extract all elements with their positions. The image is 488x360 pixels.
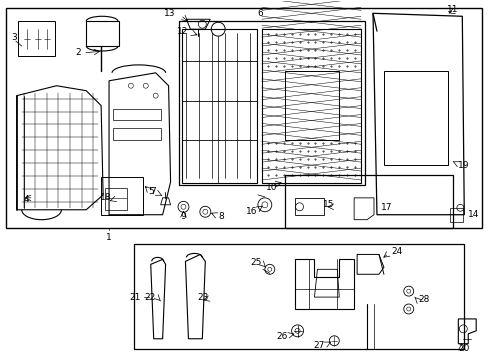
Text: 10: 10 [265, 184, 277, 193]
Text: 27: 27 [312, 341, 324, 350]
Bar [178, 21, 365, 185]
Text: 1: 1 [106, 233, 112, 242]
Bar [284, 71, 339, 140]
Text: 19: 19 [457, 161, 469, 170]
Text: 28: 28 [418, 294, 429, 303]
Text: 15: 15 [322, 200, 334, 209]
Text: 9: 9 [180, 212, 186, 221]
Text: 8: 8 [218, 212, 224, 221]
Text: 4: 4 [24, 195, 29, 204]
Text: 5: 5 [148, 188, 154, 197]
Text: 6: 6 [257, 9, 262, 18]
Text: 7: 7 [150, 188, 155, 197]
Text: 2: 2 [76, 49, 81, 58]
Text: 3: 3 [11, 33, 17, 42]
Text: 12: 12 [177, 27, 188, 36]
Bar [113, 109, 161, 121]
Text: 17: 17 [380, 203, 392, 212]
Text: 23: 23 [197, 293, 208, 302]
Bar [383, 71, 447, 165]
Text: 13: 13 [163, 9, 175, 18]
Bar [101, 177, 142, 215]
Bar [113, 129, 161, 140]
Bar [105, 188, 127, 210]
Text: 20: 20 [457, 344, 469, 353]
Bar [284, 175, 452, 228]
Bar [134, 244, 463, 349]
Text: 22: 22 [144, 293, 155, 302]
Text: 24: 24 [390, 247, 401, 256]
Text: 26: 26 [276, 332, 287, 341]
Bar [6, 8, 481, 228]
Text: 11: 11 [446, 5, 457, 14]
Text: 18: 18 [100, 193, 111, 202]
Bar [182, 29, 256, 183]
Text: 21: 21 [129, 293, 141, 302]
Bar [18, 21, 55, 56]
Bar [262, 29, 360, 183]
Text: 16: 16 [246, 207, 257, 216]
Text: 14: 14 [468, 210, 479, 219]
Text: 25: 25 [250, 258, 262, 267]
